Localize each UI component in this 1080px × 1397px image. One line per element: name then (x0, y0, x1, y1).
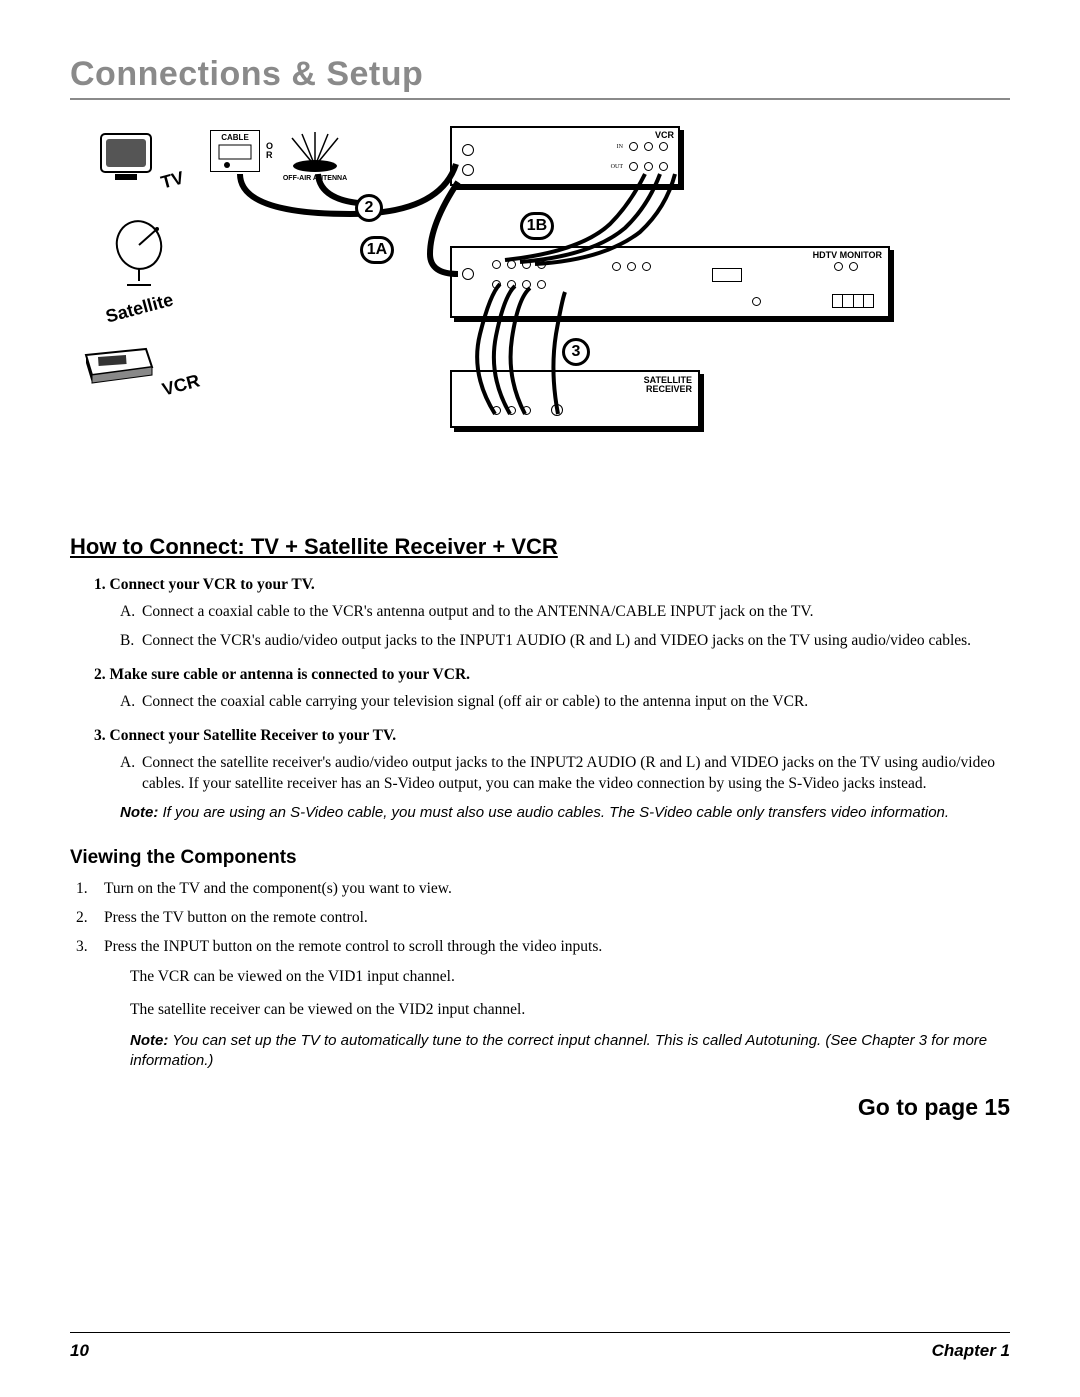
viewing-item-1: 1.Turn on the TV and the component(s) yo… (70, 877, 1010, 900)
tv-label: TV (159, 167, 187, 193)
connection-diagram: TV Satellite VCR CABLE O R (70, 124, 1010, 514)
vcr-icon-block: VCR (80, 347, 200, 396)
cable-box-label: CABLE (221, 133, 249, 142)
step-1-title: 1. Connect your VCR to your TV. (94, 576, 1010, 594)
step-1a: A.Connect a coaxial cable to the VCR's a… (120, 602, 1010, 623)
tv-icon-block: TV (80, 130, 200, 191)
satellite-label: Satellite (104, 289, 176, 327)
hdtv-monitor-panel: HDTV MONITOR (450, 246, 890, 318)
chapter-label: Chapter 1 (932, 1341, 1010, 1361)
step-1a-marker: 1A (360, 236, 394, 264)
page-number: 10 (70, 1341, 89, 1361)
vcr-rear-panel: VCR IN OUT (450, 126, 680, 186)
antenna-label: OFF-AIR ANTENNA (280, 175, 350, 182)
tv-icon (95, 130, 157, 186)
step-3-marker: 3 (562, 338, 590, 366)
step-3-note: Note: If you are using an S-Video cable,… (120, 803, 1010, 823)
monitor-panel-label: HDTV MONITOR (813, 250, 882, 260)
step-1b: B.Connect the VCR's audio/video output j… (120, 631, 1010, 652)
step-2-marker: 2 (355, 194, 383, 222)
viewing-item-2: 2.Press the TV button on the remote cont… (70, 906, 1010, 929)
satellite-receiver-panel: SATELLITE RECEIVER (450, 370, 700, 428)
viewing-indent-2: The satellite receiver can be viewed on … (130, 998, 1010, 1021)
vcr-label: VCR (160, 370, 202, 400)
page-footer: 10 Chapter 1 (70, 1332, 1010, 1361)
antenna-icon: OFF-AIR ANTENNA (280, 128, 350, 182)
step-1b-marker: 1B (520, 212, 554, 240)
step-1: 1. Connect your VCR to your TV. A.Connec… (94, 576, 1010, 652)
satellite-dish-icon (109, 219, 171, 289)
step-3-title: 3. Connect your Satellite Receiver to yo… (94, 727, 1010, 745)
section-title: Connections & Setup (70, 55, 1010, 100)
goto-page: Go to page 15 (70, 1094, 1010, 1121)
satellite-icon-block: Satellite (80, 219, 200, 319)
main-heading: How to Connect: TV + Satellite Receiver … (70, 534, 1010, 560)
vcr-panel-label: VCR (655, 130, 674, 140)
vcr-icon (80, 347, 158, 391)
cable-box: CABLE (210, 130, 260, 172)
step-2-title: 2. Make sure cable or antenna is connect… (94, 666, 1010, 684)
viewing-note: Note: You can set up the TV to automatic… (130, 1031, 1010, 1072)
step-3: 3. Connect your Satellite Receiver to yo… (94, 727, 1010, 823)
step-2: 2. Make sure cable or antenna is connect… (94, 666, 1010, 713)
device-icon-column: TV Satellite VCR (80, 130, 200, 424)
viewing-heading: Viewing the Components (70, 847, 1010, 869)
or-label: O R (266, 142, 273, 160)
viewing-item-3: 3.Press the INPUT button on the remote c… (70, 935, 1010, 958)
step-2a: A.Connect the coaxial cable carrying you… (120, 692, 1010, 713)
step-3a: A.Connect the satellite receiver's audio… (120, 753, 1010, 795)
viewing-indent-1: The VCR can be viewed on the VID1 input … (130, 965, 1010, 988)
viewing-list: 1.Turn on the TV and the component(s) yo… (70, 877, 1010, 959)
sat-panel-label: SATELLITE RECEIVER (644, 376, 692, 394)
